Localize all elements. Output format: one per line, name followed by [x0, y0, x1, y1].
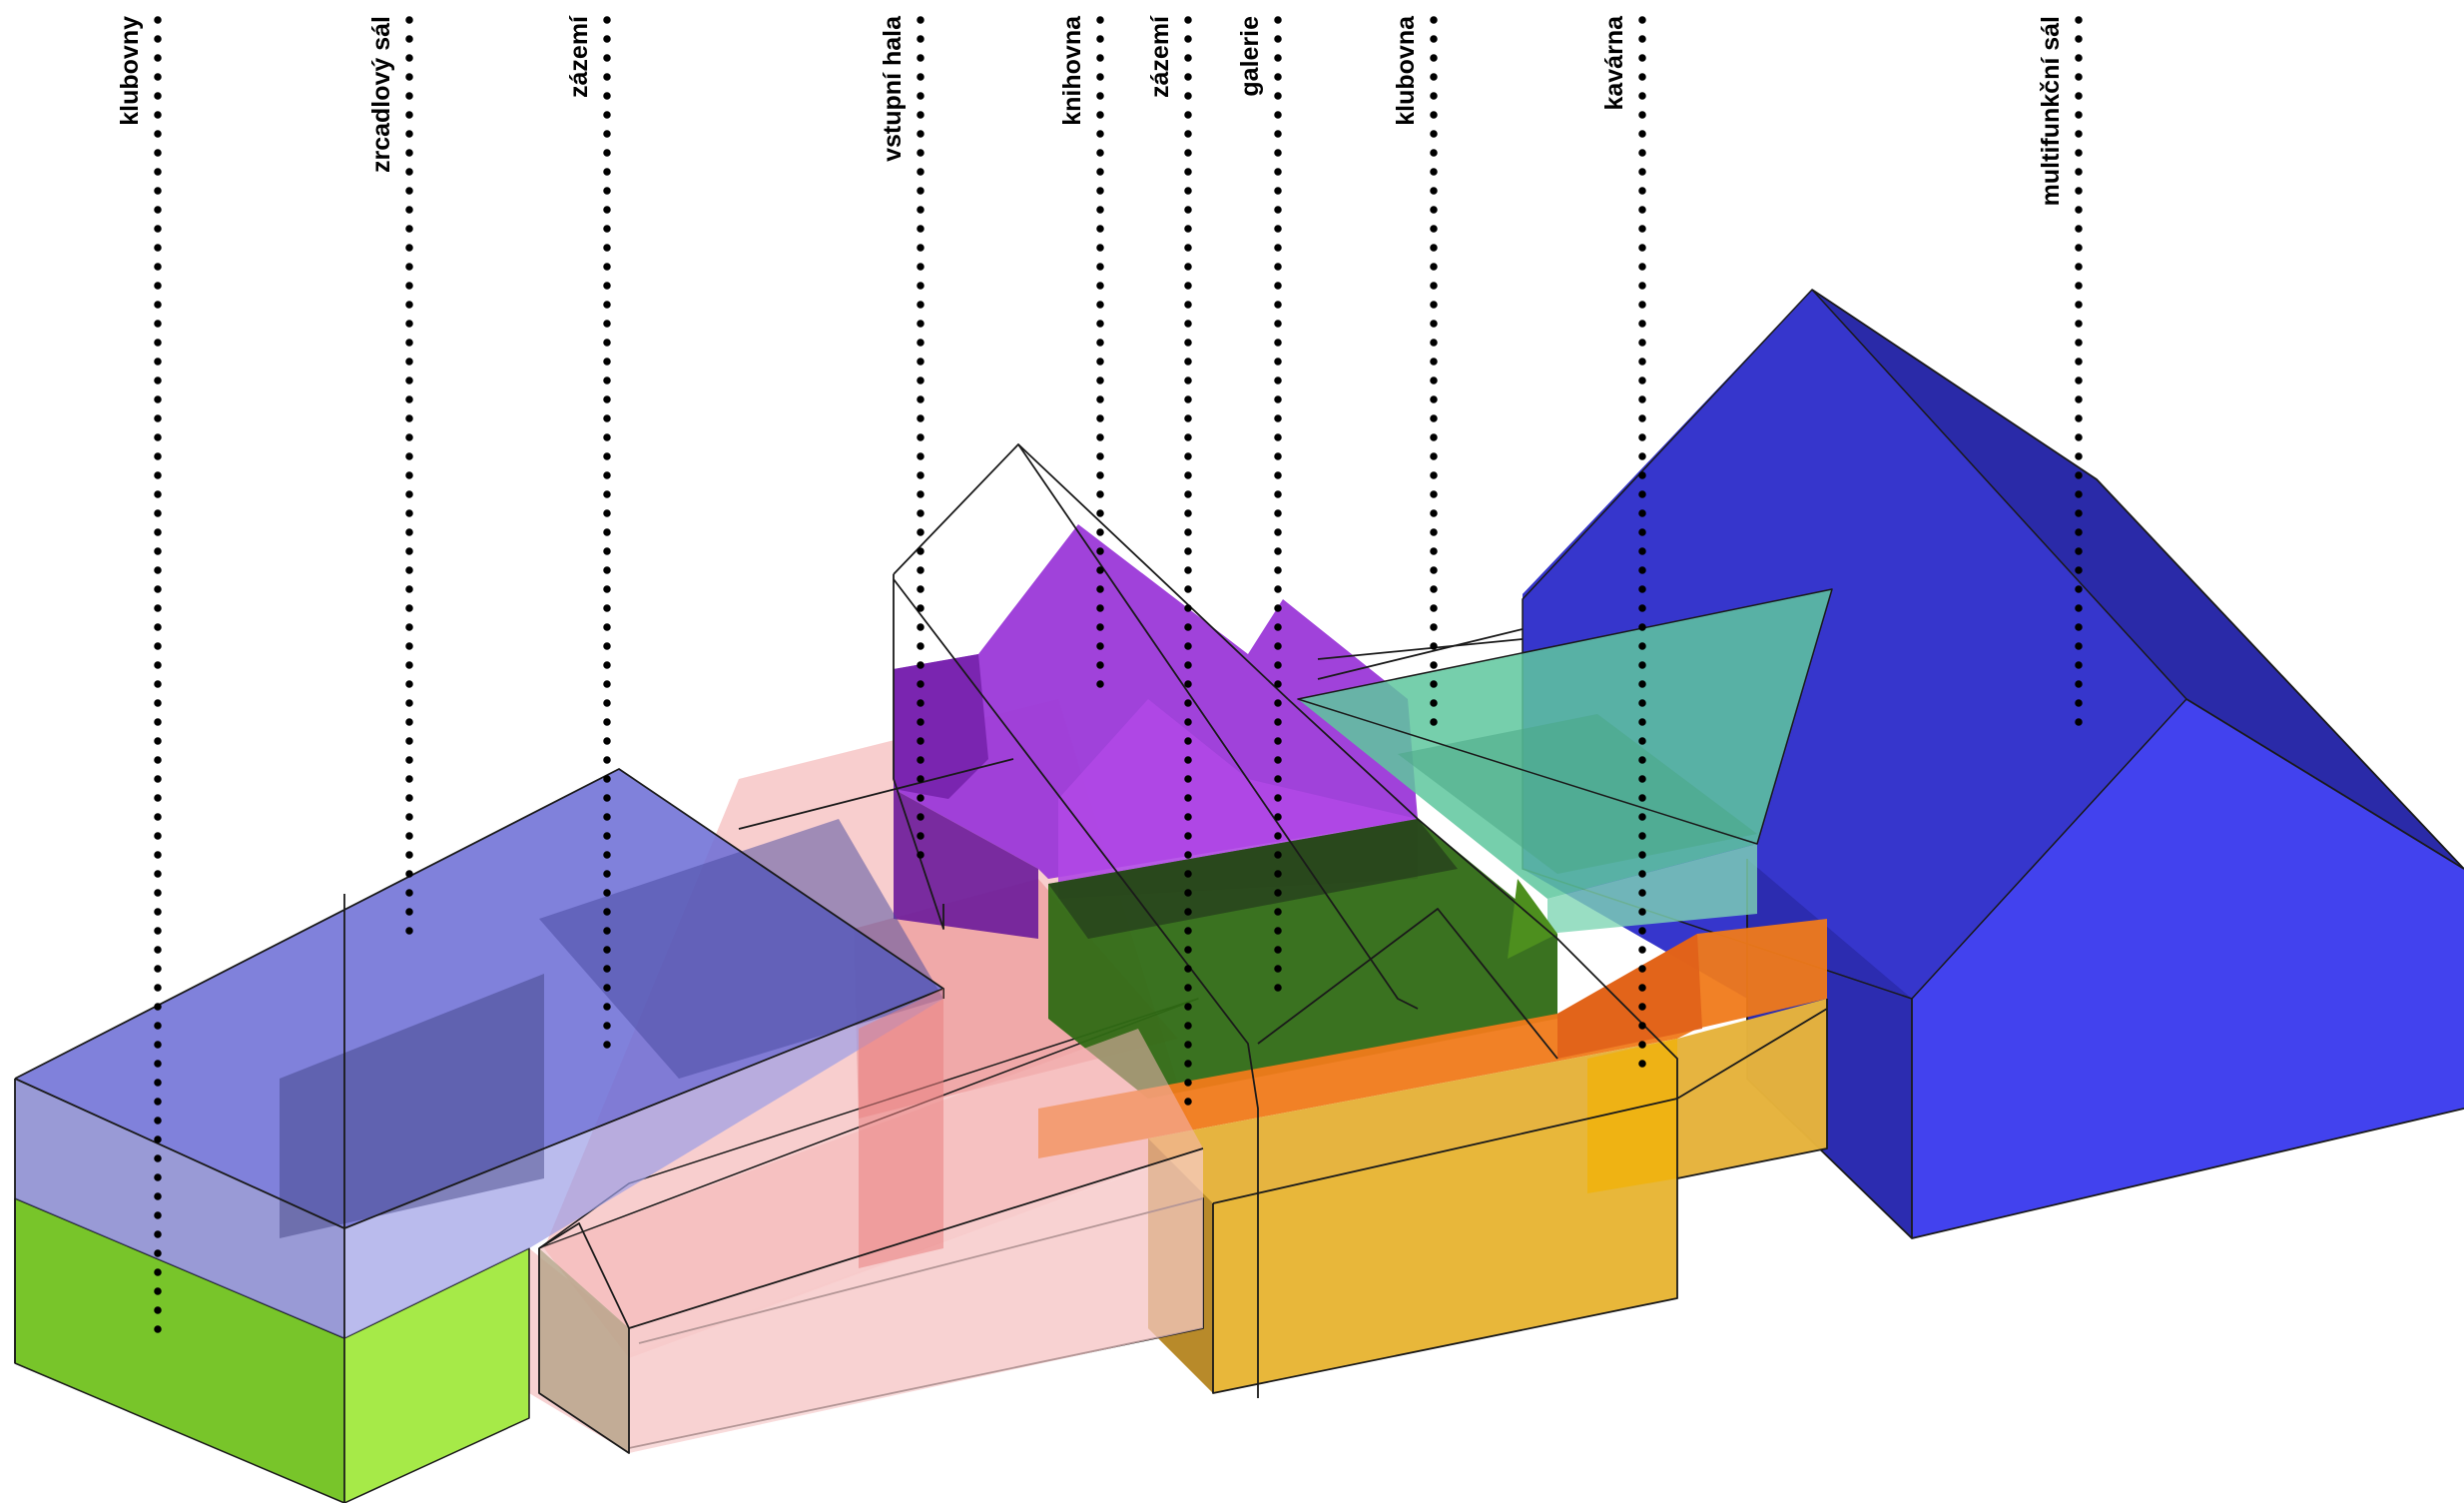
leader-lines: [154, 16, 2083, 1337]
label-klubovna: klubovna: [1392, 15, 1420, 126]
label-vstupni-hala: vstupní hala: [879, 15, 907, 162]
gallery-dark-green-slab: [1048, 819, 1557, 1099]
cafe-teal-volume: [1297, 588, 1833, 934]
multifunction-hall-volume: [1522, 289, 2464, 1239]
room-labels: klubovny zrcadlový sál zázemí vstupní ha…: [116, 15, 2065, 206]
label-klubovny: klubovny: [116, 16, 144, 126]
label-zrcadlovy-sal: zrcadlový sál: [367, 16, 395, 173]
label-galerie: galerie: [1236, 16, 1264, 97]
label-zazemi-1: zázemí: [565, 15, 593, 98]
pink-front-wing: [538, 989, 1204, 1454]
lavender-translucent-box: [14, 768, 944, 1363]
label-kavarna: kavárna: [1600, 15, 1628, 111]
label-multifunkcni-sal: multifunkční sál: [2037, 16, 2065, 206]
label-zazemi-2: zázemí: [1146, 15, 1174, 98]
orange-band: [1038, 919, 1827, 1158]
label-knihovna: knihovna: [1058, 15, 1086, 126]
